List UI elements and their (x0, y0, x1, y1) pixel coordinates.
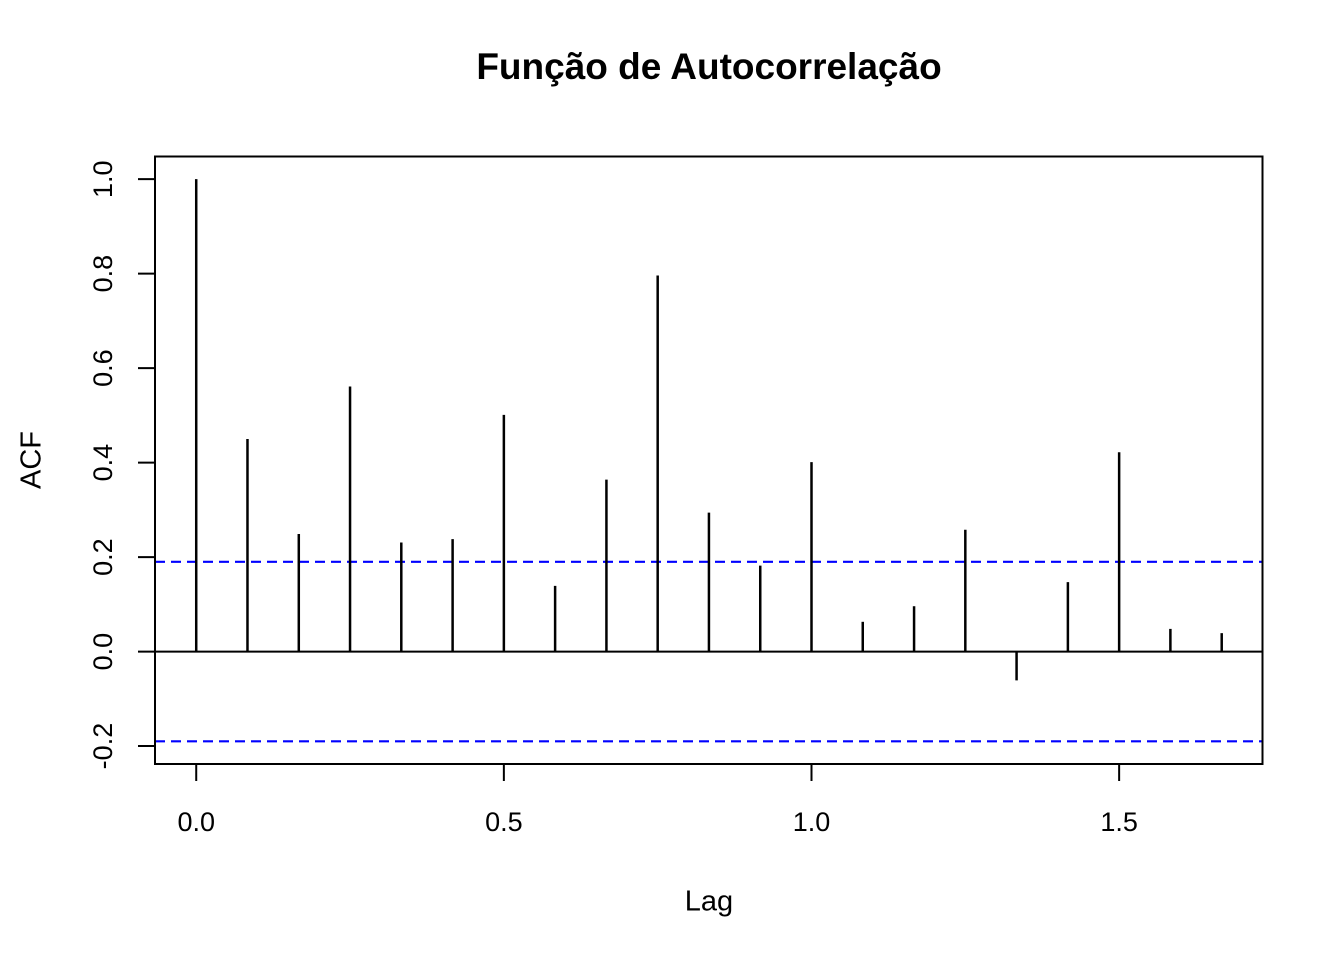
y-tick-label: 0.4 (88, 444, 118, 482)
y-tick-label: 0.6 (88, 349, 118, 387)
chart-title: Função de Autocorrelação (476, 46, 942, 87)
x-tick-label: 0.5 (485, 807, 523, 837)
y-tick-label: 0.2 (88, 538, 118, 576)
x-axis-label: Lag (684, 885, 734, 918)
y-tick-label: 0.0 (88, 633, 118, 671)
x-tick-label: 1.0 (793, 807, 831, 837)
y-axis-label: ACF (15, 431, 48, 489)
y-tick-label: 1.0 (88, 160, 118, 198)
y-tick-label: -0.2 (88, 723, 118, 770)
x-tick-label: 1.5 (1100, 807, 1138, 837)
x-tick-label: 0.0 (177, 807, 215, 837)
y-tick-label: 0.8 (88, 255, 118, 293)
plot-box (154, 155, 1264, 765)
